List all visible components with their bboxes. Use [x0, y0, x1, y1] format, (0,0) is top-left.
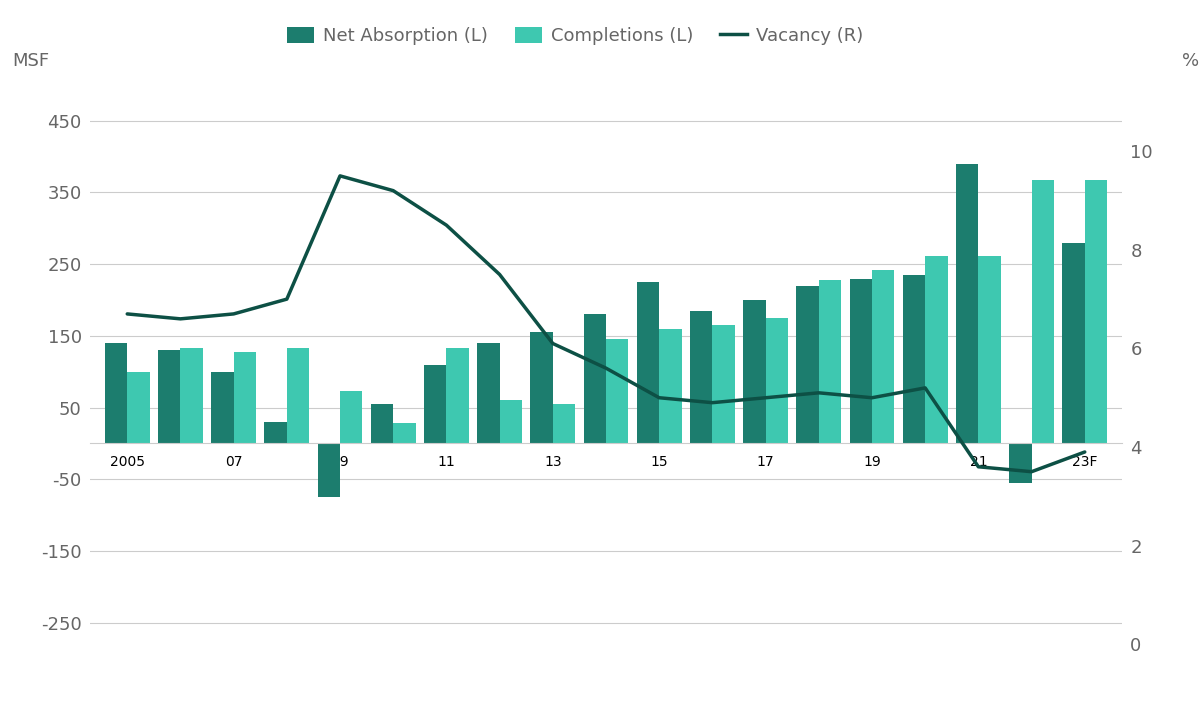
Legend: Net Absorption (L), Completions (L), Vacancy (R): Net Absorption (L), Completions (L), Vac…	[287, 26, 864, 45]
Bar	[394, 423, 415, 443]
Bar	[1085, 181, 1108, 443]
Text: %: %	[1182, 52, 1200, 70]
Bar	[530, 332, 553, 443]
Bar	[818, 280, 841, 443]
Bar	[446, 348, 469, 443]
Bar	[1032, 181, 1054, 443]
Bar	[583, 314, 606, 443]
Bar	[478, 343, 499, 443]
Bar	[287, 348, 310, 443]
Bar	[371, 404, 394, 443]
Bar	[925, 256, 948, 443]
Bar	[872, 270, 894, 443]
Bar	[158, 350, 180, 443]
Bar	[902, 275, 925, 443]
Bar	[659, 329, 682, 443]
Bar	[318, 443, 340, 497]
Bar	[211, 372, 234, 443]
Bar	[180, 348, 203, 443]
Bar	[713, 325, 734, 443]
Bar	[850, 278, 872, 443]
Bar	[234, 352, 256, 443]
Bar	[797, 286, 818, 443]
Bar	[127, 372, 150, 443]
Bar	[1062, 243, 1085, 443]
Bar	[956, 164, 978, 443]
Bar	[1009, 443, 1032, 483]
Bar	[499, 401, 522, 443]
Bar	[743, 300, 766, 443]
Bar	[690, 311, 713, 443]
Bar	[978, 256, 1001, 443]
Bar	[637, 282, 659, 443]
Bar	[766, 318, 788, 443]
Bar	[264, 422, 287, 443]
Bar	[553, 404, 575, 443]
Bar	[424, 365, 446, 443]
Bar	[606, 339, 629, 443]
Bar	[340, 391, 362, 443]
Bar	[104, 343, 127, 443]
Text: MSF: MSF	[13, 52, 49, 70]
